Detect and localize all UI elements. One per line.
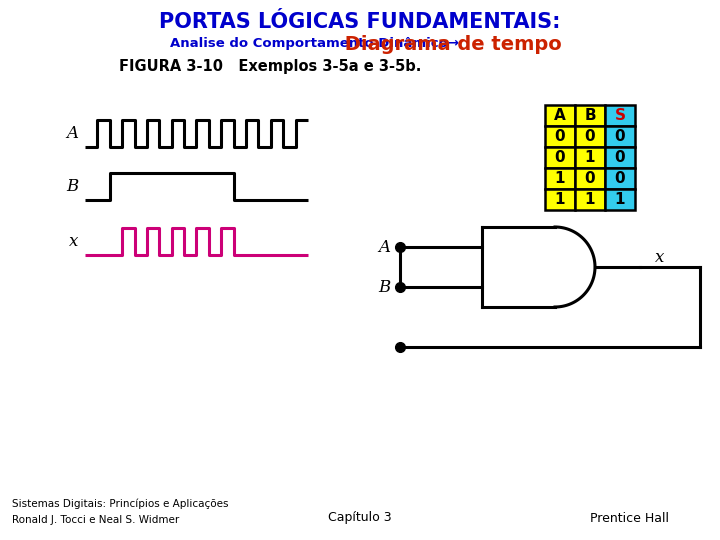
Text: 0: 0	[585, 171, 595, 186]
Text: Capítulo 3: Capítulo 3	[328, 511, 392, 524]
Text: x: x	[655, 248, 665, 266]
Bar	[605, 126, 635, 147]
Text: 1: 1	[585, 192, 595, 207]
Text: Diagrama de tempo: Diagrama de tempo	[338, 35, 562, 53]
Text: PORTAS LÓGICAS FUNDAMENTAIS:: PORTAS LÓGICAS FUNDAMENTAIS:	[159, 12, 561, 32]
Text: 0: 0	[554, 129, 565, 144]
Text: B: B	[584, 108, 596, 123]
Text: A: A	[554, 108, 566, 123]
Text: 0: 0	[554, 150, 565, 165]
Text: 0: 0	[615, 171, 625, 186]
Text: S: S	[614, 108, 626, 123]
Text: 1: 1	[585, 150, 595, 165]
Bar	[545, 189, 575, 210]
Text: 1: 1	[554, 192, 565, 207]
Text: 0: 0	[615, 129, 625, 144]
Bar	[575, 126, 605, 147]
Text: FIGURA 3-10   Exemplos 3-5a e 3-5b.: FIGURA 3-10 Exemplos 3-5a e 3-5b.	[119, 58, 421, 73]
Bar	[605, 168, 635, 189]
Bar	[545, 147, 575, 168]
Bar	[545, 105, 575, 126]
Bar	[575, 168, 605, 189]
Text: A: A	[66, 125, 78, 142]
Bar	[575, 189, 605, 210]
Text: 1: 1	[615, 192, 625, 207]
Text: Analise do Comportamento Dinâmico→: Analise do Comportamento Dinâmico→	[170, 37, 459, 51]
Text: Sistemas Digitais: Princípios e Aplicações
Ronald J. Tocci e Neal S. Widmer: Sistemas Digitais: Princípios e Aplicaçõ…	[12, 499, 228, 525]
Bar	[545, 168, 575, 189]
Bar	[545, 126, 575, 147]
Text: Prentice Hall: Prentice Hall	[590, 511, 670, 524]
Bar	[575, 105, 605, 126]
Bar	[605, 105, 635, 126]
Bar	[605, 189, 635, 210]
Bar	[605, 147, 635, 168]
Text: x: x	[68, 233, 78, 250]
Text: B: B	[378, 279, 390, 295]
Text: 1: 1	[554, 171, 565, 186]
Bar	[575, 147, 605, 168]
Text: A: A	[378, 239, 390, 255]
Text: 0: 0	[615, 150, 625, 165]
Text: B: B	[66, 178, 78, 195]
Text: 0: 0	[585, 129, 595, 144]
